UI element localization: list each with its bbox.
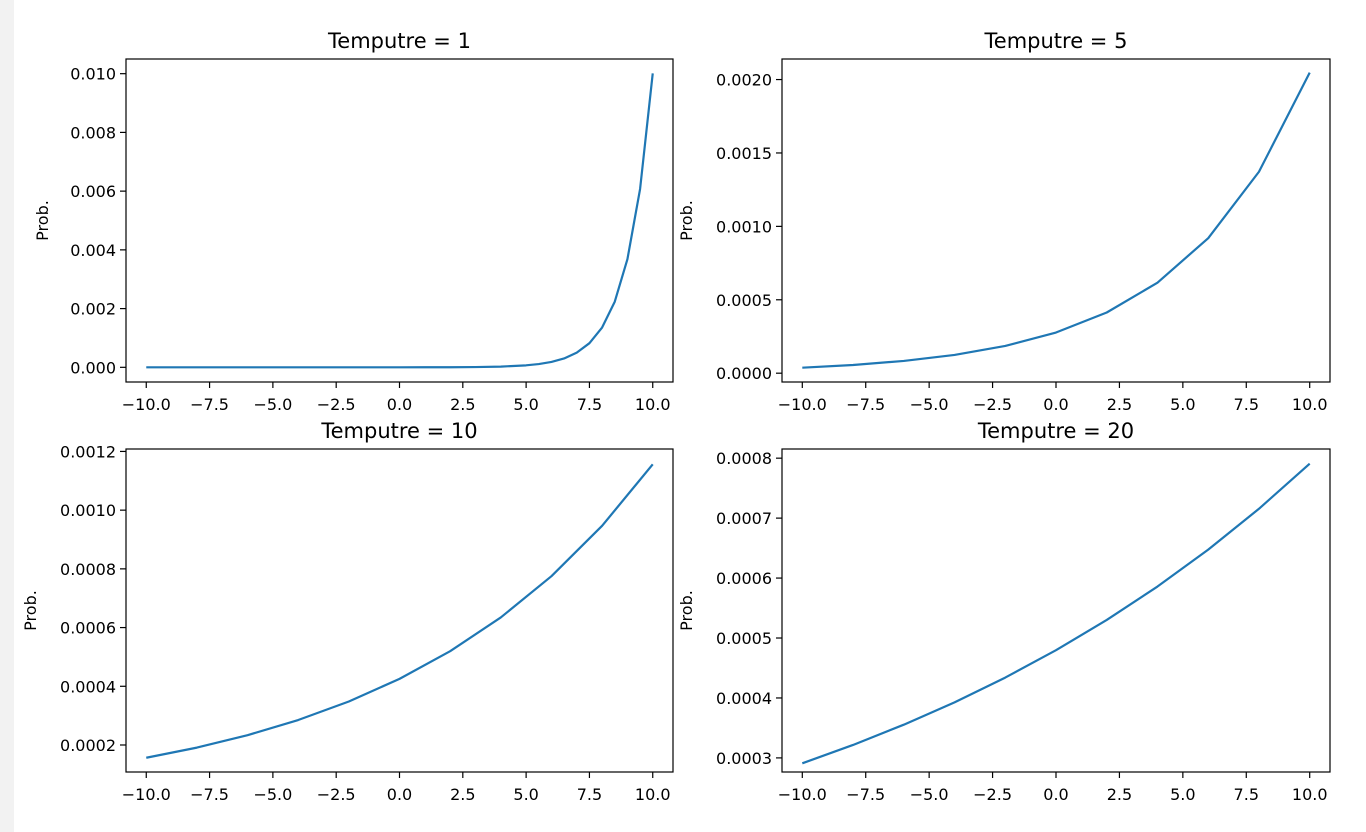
subplot-title: Temputre = 20 [977, 419, 1134, 443]
x-tick-label: 0.0 [387, 395, 412, 414]
y-axis-label: Prob. [677, 590, 696, 631]
left-edge-strip [0, 0, 14, 832]
x-tick-label: 10.0 [635, 785, 671, 804]
x-tick-label: −10.0 [122, 395, 171, 414]
y-axis-label: Prob. [33, 200, 52, 241]
x-tick-label: 5.0 [1170, 395, 1195, 414]
x-tick-label: 7.5 [577, 785, 602, 804]
y-tick-label: 0.0015 [716, 144, 772, 163]
y-tick-label: 0.0005 [716, 291, 772, 310]
x-tick-label: −5.0 [253, 395, 292, 414]
series-line [146, 73, 654, 369]
x-tick-label: 7.5 [1234, 785, 1259, 804]
x-tick-label: −5.0 [910, 785, 949, 804]
y-tick-label: 0.0010 [60, 501, 116, 520]
y-tick-label: 0.0002 [60, 736, 116, 755]
x-tick-label: 7.5 [1234, 395, 1259, 414]
subplot-title: Temputre = 1 [327, 29, 471, 53]
y-tick-label: 0.008 [70, 123, 116, 142]
y-tick-label: 0.0010 [716, 217, 772, 236]
y-tick-label: 0.0003 [716, 749, 772, 768]
x-tick-label: 2.5 [450, 395, 475, 414]
x-tick-label: −10.0 [778, 395, 827, 414]
x-tick-label: −5.0 [253, 785, 292, 804]
y-tick-label: 0.0005 [716, 629, 772, 648]
series-line [801, 462, 1311, 765]
y-tick-label: 0.0006 [716, 569, 772, 588]
y-tick-label: 0.0008 [60, 560, 116, 579]
y-tick-label: 0.0008 [716, 449, 772, 468]
axes-frame [125, 58, 674, 383]
x-tick-label: −7.5 [846, 395, 885, 414]
x-tick-label: 5.0 [513, 785, 538, 804]
y-axis-label: Prob. [21, 590, 40, 631]
subplot-title: Temputre = 5 [984, 29, 1128, 53]
y-axis-label: Prob. [677, 200, 696, 241]
y-tick-label: 0.002 [70, 300, 116, 319]
series-line [802, 72, 1311, 369]
x-tick-label: −10.0 [122, 785, 171, 804]
x-tick-label: −7.5 [846, 785, 885, 804]
y-tick-label: 0.0004 [60, 677, 116, 696]
x-tick-label: −7.5 [190, 395, 229, 414]
x-tick-label: −7.5 [190, 785, 229, 804]
y-tick-label: 0.0006 [60, 619, 116, 638]
subplot-title: Temputre = 10 [320, 419, 477, 443]
x-tick-label: −10.0 [778, 785, 827, 804]
y-tick-label: 0.010 [70, 65, 116, 84]
y-tick-label: 0.0000 [716, 364, 772, 383]
x-tick-label: −2.5 [317, 395, 356, 414]
x-tick-label: 10.0 [1292, 395, 1328, 414]
x-tick-label: 10.0 [635, 395, 671, 414]
x-tick-label: 5.0 [1170, 785, 1195, 804]
x-tick-label: 5.0 [513, 395, 538, 414]
y-tick-label: 0.0012 [60, 442, 116, 461]
axes-frame [781, 448, 1331, 773]
y-tick-label: 0.0007 [716, 509, 772, 528]
x-tick-label: −5.0 [910, 395, 949, 414]
x-tick-label: 0.0 [387, 785, 412, 804]
y-tick-label: 0.0020 [716, 71, 772, 90]
subplot-4: −10.0 −7.5 −5.0 −2.5 0.0 2.5 5.0 7.5 10.0 0.0003 0… [677, 419, 1331, 804]
y-tick-label: 0.006 [70, 182, 116, 201]
x-tick-label: 0.0 [1043, 785, 1068, 804]
y-tick-label: 0.0004 [716, 689, 772, 708]
x-tick-label: 0.0 [1043, 395, 1068, 414]
subplot-3: −10.0 −7.5 −5.0 −2.5 0.0 2.5 5.0 7.5 10.0 0.0002 0… [21, 419, 674, 804]
x-tick-label: 2.5 [450, 785, 475, 804]
subplot-1: −10.0 −7.5 −5.0 −2.5 0.0 2.5 5.0 7.5 10.0 0.000 0.… [33, 29, 674, 414]
x-tick-label: −2.5 [973, 395, 1012, 414]
series-line [146, 463, 654, 759]
x-tick-label: −2.5 [317, 785, 356, 804]
x-tick-label: 7.5 [577, 395, 602, 414]
x-tick-label: 10.0 [1292, 785, 1328, 804]
x-tick-label: 2.5 [1107, 395, 1132, 414]
x-tick-label: −2.5 [973, 785, 1012, 804]
y-tick-label: 0.000 [70, 358, 116, 377]
axes-frame [125, 448, 674, 773]
y-tick-label: 0.004 [70, 241, 116, 260]
x-tick-label: 2.5 [1107, 785, 1132, 804]
subplot-2: −10.0 −7.5 −5.0 −2.5 0.0 2.5 5.0 7.5 10.0 0.0000 0… [677, 29, 1331, 414]
